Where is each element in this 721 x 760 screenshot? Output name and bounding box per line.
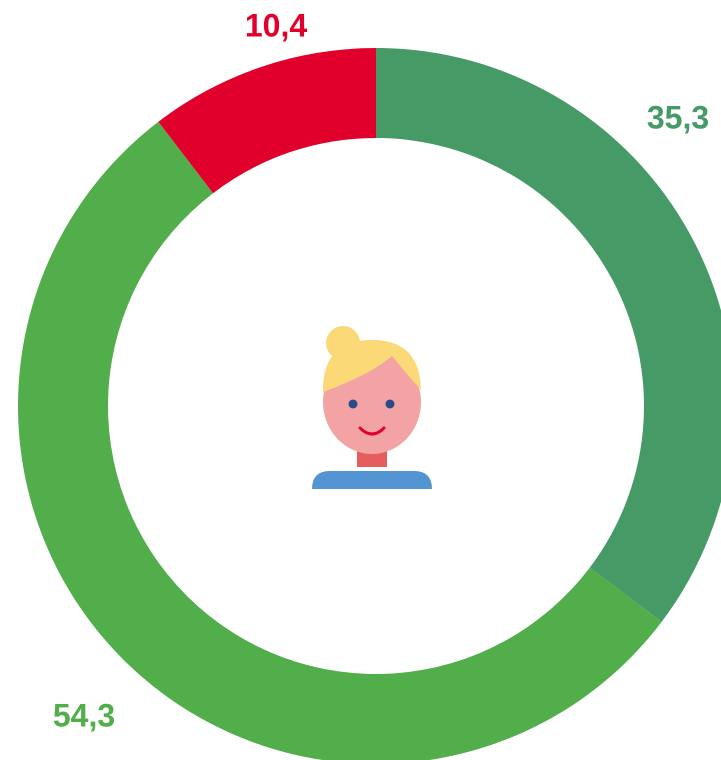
data-label: 35,3 <box>647 99 709 135</box>
avatar-icon <box>312 326 432 489</box>
donut-segment <box>18 121 662 760</box>
donut <box>18 47 721 760</box>
icon-eye <box>348 399 358 409</box>
icon-bun <box>326 326 360 360</box>
data-label: 54,3 <box>53 697 115 733</box>
donut-segment <box>376 48 721 622</box>
icon-mouth <box>358 426 386 436</box>
icon-eye <box>385 399 395 409</box>
data-label: 10,4 <box>245 7 307 43</box>
icon-shoulders <box>312 471 432 489</box>
donut-segment <box>158 47 376 194</box>
